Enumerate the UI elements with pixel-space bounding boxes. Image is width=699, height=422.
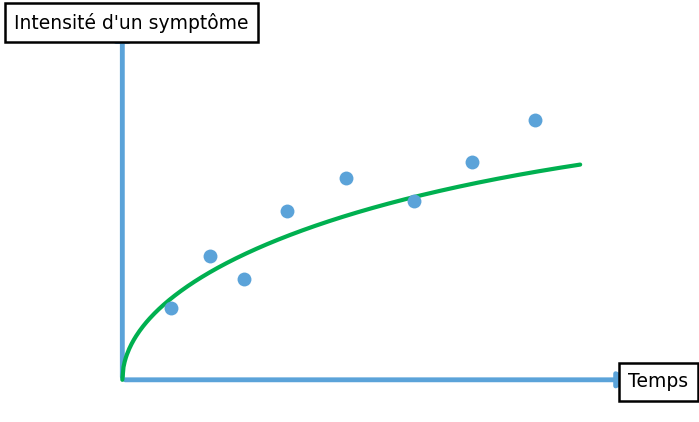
Text: Temps: Temps: [628, 372, 689, 392]
Text: Intensité d'un symptôme: Intensité d'un symptôme: [14, 13, 248, 32]
